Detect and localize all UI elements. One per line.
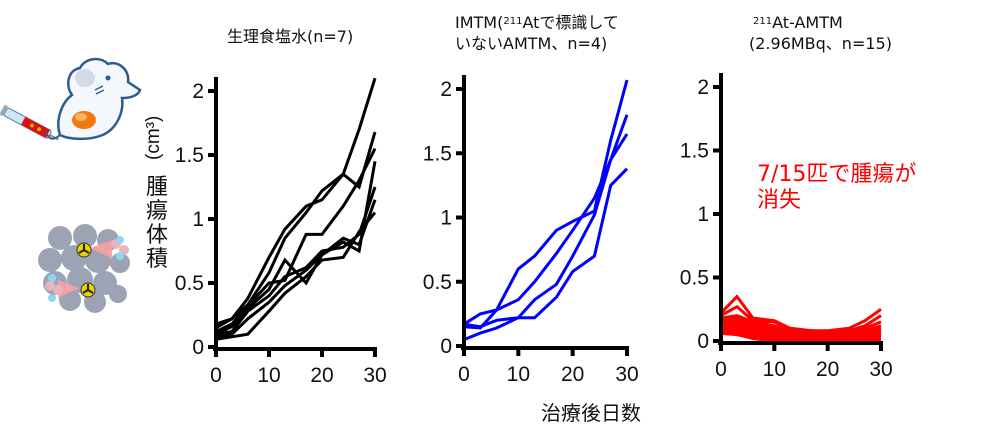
panel2-title: IMTM(211Atで標識して いないAMTM、n=4) <box>455 13 619 53</box>
chart-panel-1: 00.511.520 10 20 30 <box>175 77 387 387</box>
panel1-title: 生理食塩水(n=7) <box>227 27 354 46</box>
x-tick-label: 0 <box>458 363 470 386</box>
y-tick-label: 0 <box>697 330 709 353</box>
y-tick-label: 1 <box>697 203 709 226</box>
x-tick-label: 30 <box>615 363 638 386</box>
y-tick-label: 2 <box>192 80 204 103</box>
x-axis-label: 治療後日数 <box>541 401 641 425</box>
y-tick-label: 2 <box>440 78 452 101</box>
chart-panel-2: 00.511.520 10 20 30 <box>423 75 639 386</box>
y-tick-label: 0.5 <box>175 272 204 295</box>
series-line <box>463 167 629 341</box>
series-line <box>215 77 377 326</box>
y-tick-label: 1.5 <box>680 140 709 163</box>
y-tick-label: 1.5 <box>423 142 452 165</box>
y-tick-label: 1.5 <box>175 144 204 167</box>
tumor-cells-illustration <box>30 218 140 318</box>
mouse-injection-illustration <box>0 40 150 150</box>
x-tick-label: 20 <box>816 358 839 381</box>
x-tick-label: 10 <box>257 364 280 387</box>
series-line <box>215 211 377 341</box>
x-tick-label: 10 <box>507 363 530 386</box>
series-line <box>215 131 377 330</box>
series-line <box>463 79 629 326</box>
chart-panel-3: 00.511.520 10 20 30 <box>680 73 893 381</box>
y-tick-label: 0 <box>192 336 204 359</box>
series-line <box>463 133 629 329</box>
x-tick-label: 20 <box>561 363 584 386</box>
series-line <box>463 114 629 330</box>
x-tick-label: 10 <box>763 358 786 381</box>
y-axis-label: 腫瘍体積 <box>146 175 169 272</box>
tumor-disappeared-annotation: 7/15匹で腫瘍が 消失 <box>757 162 917 213</box>
y-tick-label: 0.5 <box>423 271 452 294</box>
y-tick-label: 0.5 <box>680 267 709 290</box>
tumor-cells-radiation-icon <box>38 224 130 313</box>
mouse-injection-icon <box>0 57 142 141</box>
x-tick-label: 20 <box>310 364 333 387</box>
x-tick-label: 0 <box>210 364 222 387</box>
series-line <box>215 147 377 333</box>
y-tick-label: 0 <box>440 335 452 358</box>
series-line <box>215 199 377 339</box>
x-tick-label: 30 <box>869 358 892 381</box>
x-tick-label: 30 <box>363 364 386 387</box>
panel3-title: 211At-AMTM (2.96MBq、n=15) <box>749 13 892 53</box>
y-tick-label: 1 <box>192 208 204 231</box>
x-tick-label: 0 <box>715 358 727 381</box>
y-tick-label: 2 <box>697 76 709 99</box>
y-tick-label: 1 <box>440 207 452 230</box>
